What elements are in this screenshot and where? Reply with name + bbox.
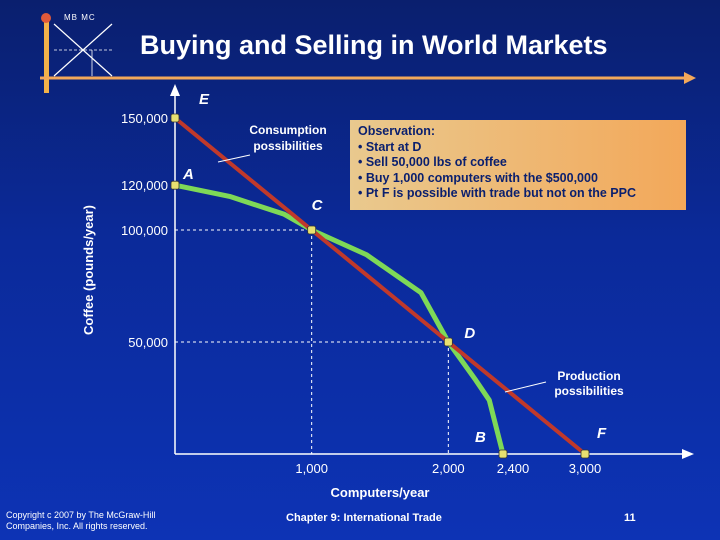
observation-heading: Observation: <box>358 124 436 138</box>
x-axis-arrow-icon <box>682 449 694 459</box>
point-label-e: E <box>199 91 210 108</box>
point-label-a: A <box>182 166 194 183</box>
logo-circle-icon <box>41 13 51 23</box>
copyright-line-2: Companies, Inc. All rights reserved. <box>6 521 148 531</box>
point-label-f: F <box>597 425 607 442</box>
chart-ticks: 150,000 120,000 100,000 50,000 1,000 2,000 2,4… <box>121 111 601 476</box>
chart-guides <box>175 229 449 454</box>
point-marker-e <box>170 113 180 123</box>
consumption-possibilities-annotation: Consumption <box>249 123 326 137</box>
observation-bullet: • Sell 50,000 lbs of coffee <box>358 155 507 169</box>
y-tick-label: 150,000 <box>121 111 168 126</box>
chart-series <box>172 116 587 457</box>
point-marker-a <box>170 180 180 190</box>
consumption-possibilities-annotation-line2: possibilities <box>253 139 323 153</box>
production-callout-line <box>504 381 547 393</box>
point-label-b: B <box>475 429 486 446</box>
consumption-possibilities-line <box>173 116 587 456</box>
chart-axes <box>40 72 696 459</box>
x-tick-label: 1,000 <box>295 461 328 476</box>
y-tick-label: 100,000 <box>121 223 168 238</box>
y-tick-label: 50,000 <box>128 335 168 350</box>
page-title: Buying and Selling in World Markets <box>140 30 608 60</box>
x-tick-label: 2,400 <box>497 461 530 476</box>
x-axis-label: Computers/year <box>331 485 430 500</box>
consumption-callout-line <box>217 154 251 163</box>
observation-bullet: • Pt F is possible with trade but not on… <box>358 186 636 200</box>
production-possibilities-annotation-line2: possibilities <box>554 384 624 398</box>
mcgraw-hill-logo <box>41 13 113 93</box>
chart-points: E A C D B F <box>170 91 607 459</box>
copyright-notice: Copyright c 2007 by The McGraw-Hill Comp… <box>6 510 155 532</box>
observation-bullet: • Buy 1,000 computers with the $500,000 <box>358 170 598 185</box>
logo-text: MB MC <box>64 13 96 22</box>
point-marker-f <box>580 449 590 459</box>
header-rule-arrow-icon <box>684 72 696 84</box>
observation-bullet: • Start at D <box>358 139 422 154</box>
y-axis-label: Coffee (pounds/year) <box>81 204 96 335</box>
production-possibilities-annotation: Production <box>557 369 620 383</box>
point-label-c: C <box>312 197 324 214</box>
y-axis-arrow-icon <box>170 84 180 96</box>
point-marker-d <box>443 337 453 347</box>
y-tick-label: 120,000 <box>121 178 168 193</box>
logo-bar-left <box>44 18 49 93</box>
x-tick-label: 2,000 <box>432 461 465 476</box>
production-possibilities-curve <box>172 182 506 457</box>
point-label-d: D <box>464 325 475 342</box>
point-marker-c <box>307 225 317 235</box>
observation-box: Observation: • Start at D • Sell 50,000 … <box>350 120 686 210</box>
copyright-line-1: Copyright c 2007 by The McGraw-Hill <box>6 510 156 520</box>
point-marker-b <box>498 449 508 459</box>
page-number: 11 <box>624 512 636 524</box>
x-tick-label: 3,000 <box>569 461 602 476</box>
chart-callouts <box>217 154 547 393</box>
chapter-label: Chapter 9: International Trade <box>286 512 442 524</box>
